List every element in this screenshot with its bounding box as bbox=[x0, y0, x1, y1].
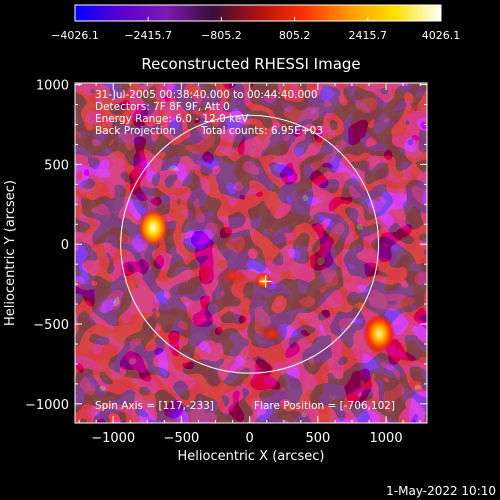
hot-spots bbox=[137, 207, 396, 354]
y-axis-label: Heliocentric Y (arcsec) bbox=[3, 180, 18, 326]
chart-title: Reconstructed RHESSI Image bbox=[141, 55, 360, 73]
annotation-time-range: 31-Jul-2005 00:38:40.000 to 00:44:40.000 bbox=[95, 89, 318, 101]
colorbar bbox=[74, 4, 442, 22]
annotation-detectors: Detectors: 7F 8F 9F, Att 0 bbox=[95, 101, 230, 113]
x-axis-label: Heliocentric X (arcsec) bbox=[178, 449, 325, 464]
y-tick-label: −500 bbox=[33, 318, 69, 333]
annotation-spin-axis: Spin Axis = [117,-233] bbox=[95, 400, 214, 412]
y-tick-label: −1000 bbox=[25, 398, 69, 413]
hot-spot-low bbox=[217, 266, 246, 287]
colorbar-tick-label: −4026.1 bbox=[51, 29, 99, 42]
x-tick-label: −500 bbox=[164, 431, 200, 446]
y-tick-label: 0 bbox=[61, 238, 69, 253]
colorbar-tick-label: −805.2 bbox=[201, 29, 242, 42]
annotation-flare-position: Flare Position = [-706,102] bbox=[254, 400, 395, 412]
annotations: 31-Jul-2005 00:38:40.000 to 00:44:40.000… bbox=[95, 89, 395, 412]
footer-timestamp: 1-May-2022 10:10 bbox=[386, 484, 496, 498]
annotation-energy-range: Energy Range: 6.0 - 12.0 keV bbox=[95, 113, 249, 125]
hot-spot-high bbox=[363, 313, 396, 354]
spin-axis-marker bbox=[259, 275, 272, 288]
y-axis: −1000 −500 0 500 1000 bbox=[25, 79, 427, 413]
colorbar-tick-label: 4026.1 bbox=[422, 29, 461, 42]
colorbar-tick-label: 2415.7 bbox=[349, 29, 388, 42]
annotation-total-counts: Total counts: 6.95E+03 bbox=[200, 125, 323, 137]
hot-spot-low bbox=[257, 323, 286, 344]
x-tick-label: 1000 bbox=[370, 431, 403, 446]
x-tick-label: 0 bbox=[245, 431, 253, 446]
annotation-method: Back Projection bbox=[95, 125, 176, 137]
y-tick-label: 500 bbox=[44, 158, 69, 173]
x-tick-label: −1000 bbox=[91, 431, 135, 446]
hot-spot-peak bbox=[137, 207, 170, 248]
x-axis: −1000 −500 0 500 1000 bbox=[78, 83, 421, 446]
colorbar-tick-label: 805.2 bbox=[279, 29, 311, 42]
colorbar-tick-label: −2415.7 bbox=[124, 29, 172, 42]
colorbar-ticks: −4026.1 −2415.7 −805.2 805.2 2415.7 4026.1 bbox=[51, 17, 460, 42]
plot-frame bbox=[74, 82, 428, 424]
back-projection-image bbox=[75, 83, 427, 423]
image-area bbox=[75, 83, 427, 423]
y-tick-label: 1000 bbox=[36, 79, 69, 94]
solar-limb-circle bbox=[120, 114, 380, 374]
x-tick-label: 500 bbox=[305, 431, 330, 446]
